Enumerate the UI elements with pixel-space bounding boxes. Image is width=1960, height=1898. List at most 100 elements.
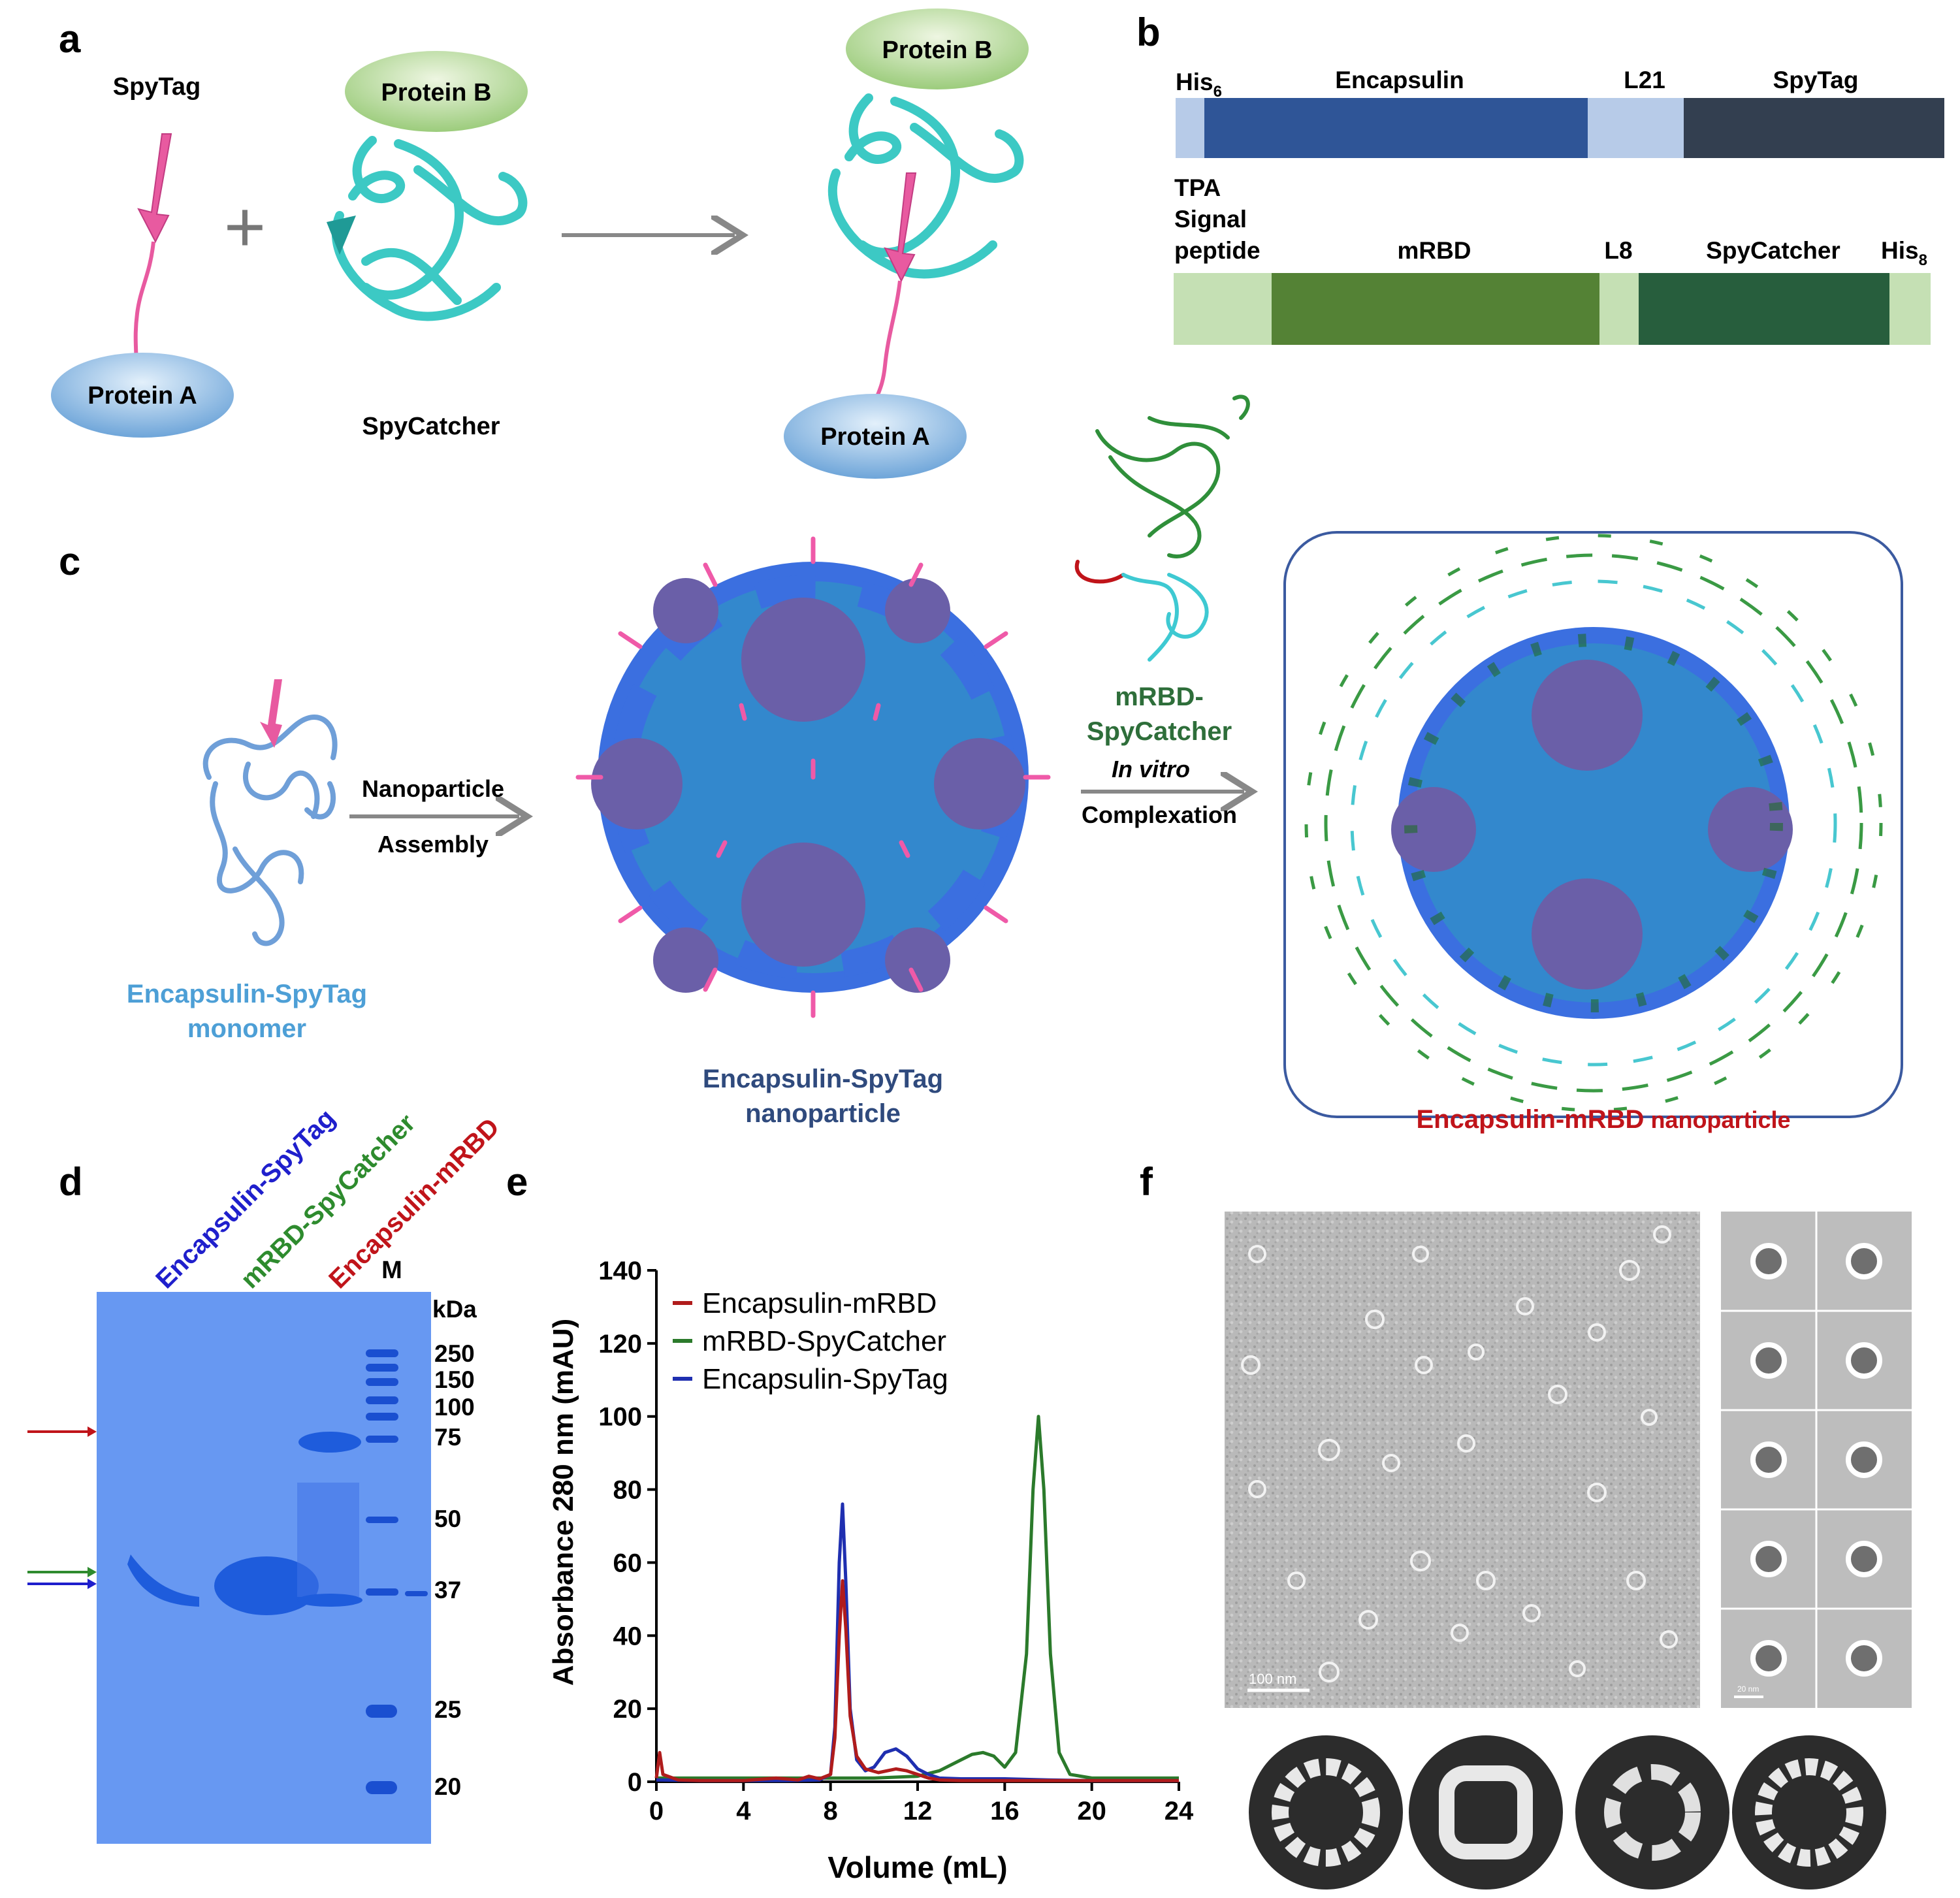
legend-label: Encapsulin-mRBD [702,1287,937,1319]
assembly-step-line1: Nanoparticle [362,775,504,802]
panel-label-d: d [59,1160,83,1204]
mrbd-domain-label: mRBD [1397,237,1471,264]
panel-label-a: a [59,17,81,61]
smear-encapsulin-mrbd [297,1483,359,1597]
micrograph-particles [1241,1225,1678,1682]
panel-a: SpyTag Protein A + Protein B SpyCatcher … [51,8,1029,479]
his8-label: His8 [1881,237,1927,269]
encapsulin-domain-label: Encapsulin [1335,67,1464,93]
product-spytag-strand [884,172,917,283]
y-tick-label: 140 [598,1257,642,1285]
monomer-spytag [260,679,282,748]
y-tick-label: 0 [628,1768,642,1797]
spytag-strand [137,133,172,244]
x-axis-label: Volume (mL) [827,1850,1007,1884]
x-tick-label: 8 [824,1797,838,1826]
monomer-label-line1: Encapsulin-SpyTag [127,980,367,1008]
his6-label: His6 [1176,69,1222,101]
y-tick-label: 20 [613,1695,643,1724]
y-tick-label: 80 [613,1476,643,1505]
assembly-step-line2: Assembly [378,831,489,858]
panel-label-e: e [506,1160,528,1204]
panel-d: Encapsulin-SpyTag mRBD-SpyCatcher Encaps… [27,1104,505,1844]
legend-label: Encapsulin-SpyTag [702,1363,948,1395]
tpa-label-line2: Signal [1174,206,1247,233]
protein-b-ellipse [345,51,528,132]
x-tick-label: 4 [736,1797,751,1826]
spycatcher-ribbon-dark [327,216,356,255]
panel-label-b: b [1136,10,1161,54]
enlarged-average-2-ring [1439,1765,1533,1859]
arrowhead-green [88,1567,97,1577]
ladder-37: 37 [434,1577,461,1603]
spycatcher-ribbon [331,136,528,321]
mrbd-spycatcher-structure [1074,394,1250,662]
arrowhead-red [88,1426,97,1437]
marker-lane-label: M [381,1257,402,1284]
product-protein-b-label: Protein B [882,37,993,64]
band-encapsulin-mrbd-37 [297,1594,362,1607]
series-line-encapsulin-mrbd [654,1579,1179,1782]
ladder-20: 20 [434,1773,461,1800]
enlarged-average-4 [1732,1735,1886,1890]
band-encapsulin-mrbd-75 [298,1432,361,1453]
spytag-segment [1684,98,1944,158]
class-average-dividers [1721,1212,1912,1708]
protein-a-ellipse [51,353,234,438]
l21-domain-label: L21 [1624,67,1665,93]
enlarged-average-4-ring [1755,1758,1863,1867]
encapsulin-segment [1204,98,1588,158]
ladder-labels: 250 150 100 75 50 37 25 20 [434,1340,475,1800]
product-spytag-tail [873,280,902,402]
enlarged-average-1 [1249,1735,1403,1890]
tpa-segment [1174,273,1272,345]
band-mrbd-spycatcher [214,1556,319,1615]
mrbd-spycatcher-label-line2: SpyCatcher [1087,717,1232,746]
spycatcher-domain-label: SpyCatcher [1706,237,1840,264]
ladder-25: 25 [434,1696,461,1723]
panel-c: Encapsulin-SpyTag monomer Nanoparticle A… [127,394,1903,1134]
nanoparticle-label-line2: nanoparticle [745,1099,901,1128]
enlarged-average-3-ring [1604,1764,1701,1861]
ladder-150: 150 [434,1366,475,1393]
panel-e-chart: 0 20 40 60 80 100 120 140 0 4 8 12 16 20 24 Encapsuli… [547,1257,1194,1884]
y-tick-label: 120 [598,1330,642,1359]
mrbd-segment [1272,273,1599,345]
product-spycatcher-ribbon [827,93,1024,279]
band-encapsulin-spytag [127,1554,199,1607]
ladder-75: 75 [434,1424,461,1451]
panel-label-c: c [59,539,80,583]
class-average-particles [1750,1243,1882,1677]
nanoparticle-label-line1: Encapsulin-SpyTag [703,1065,943,1093]
l8-domain-label: L8 [1604,237,1632,264]
complexation-step-line2: Complexation [1082,801,1237,828]
final-nanoparticle-box [1283,531,1903,1118]
enlarged-average-3 [1575,1735,1729,1890]
scale-bar-100nm-label: 100 nm [1249,1671,1296,1687]
encapsulin-spytag-nanoparticle [575,536,1051,1018]
encapsulin-monomer-ribbon [202,715,338,946]
series-line-mrbd-spycatcher [656,1415,1179,1780]
x-tick-label: 20 [1077,1797,1106,1826]
y-tick-label: 40 [613,1622,643,1650]
panel-f: 100 nm 20 nm [1225,1212,1912,1890]
spytag-domain-label: SpyTag [1773,67,1859,93]
series-line-encapsulin-spytag [656,1502,1179,1782]
ladder-bands [366,1349,428,1794]
complexation-step-line1: In vitro [1112,756,1190,782]
encapsulin-mrbd-nanoparticle [1304,534,1883,1112]
panel-label-f: f [1140,1160,1153,1204]
ladder-250: 250 [434,1340,475,1367]
enlarged-average-2 [1409,1735,1563,1890]
protein-a-label: Protein A [88,382,197,410]
product-protein-a-ellipse [784,394,967,479]
tpa-label-line1: TPA [1174,174,1221,201]
negative-stain-micrograph [1225,1212,1700,1708]
x-tick-label: 0 [649,1797,664,1826]
y-tick-label: 100 [598,1403,642,1432]
final-nanoparticle-label: Encapsulin-mRBD nanoparticle [1417,1105,1791,1134]
ladder-50: 50 [434,1505,461,1532]
x-tick-label: 12 [903,1797,933,1826]
ladder-100: 100 [434,1394,475,1421]
tpa-label-line3: peptide [1174,237,1261,264]
